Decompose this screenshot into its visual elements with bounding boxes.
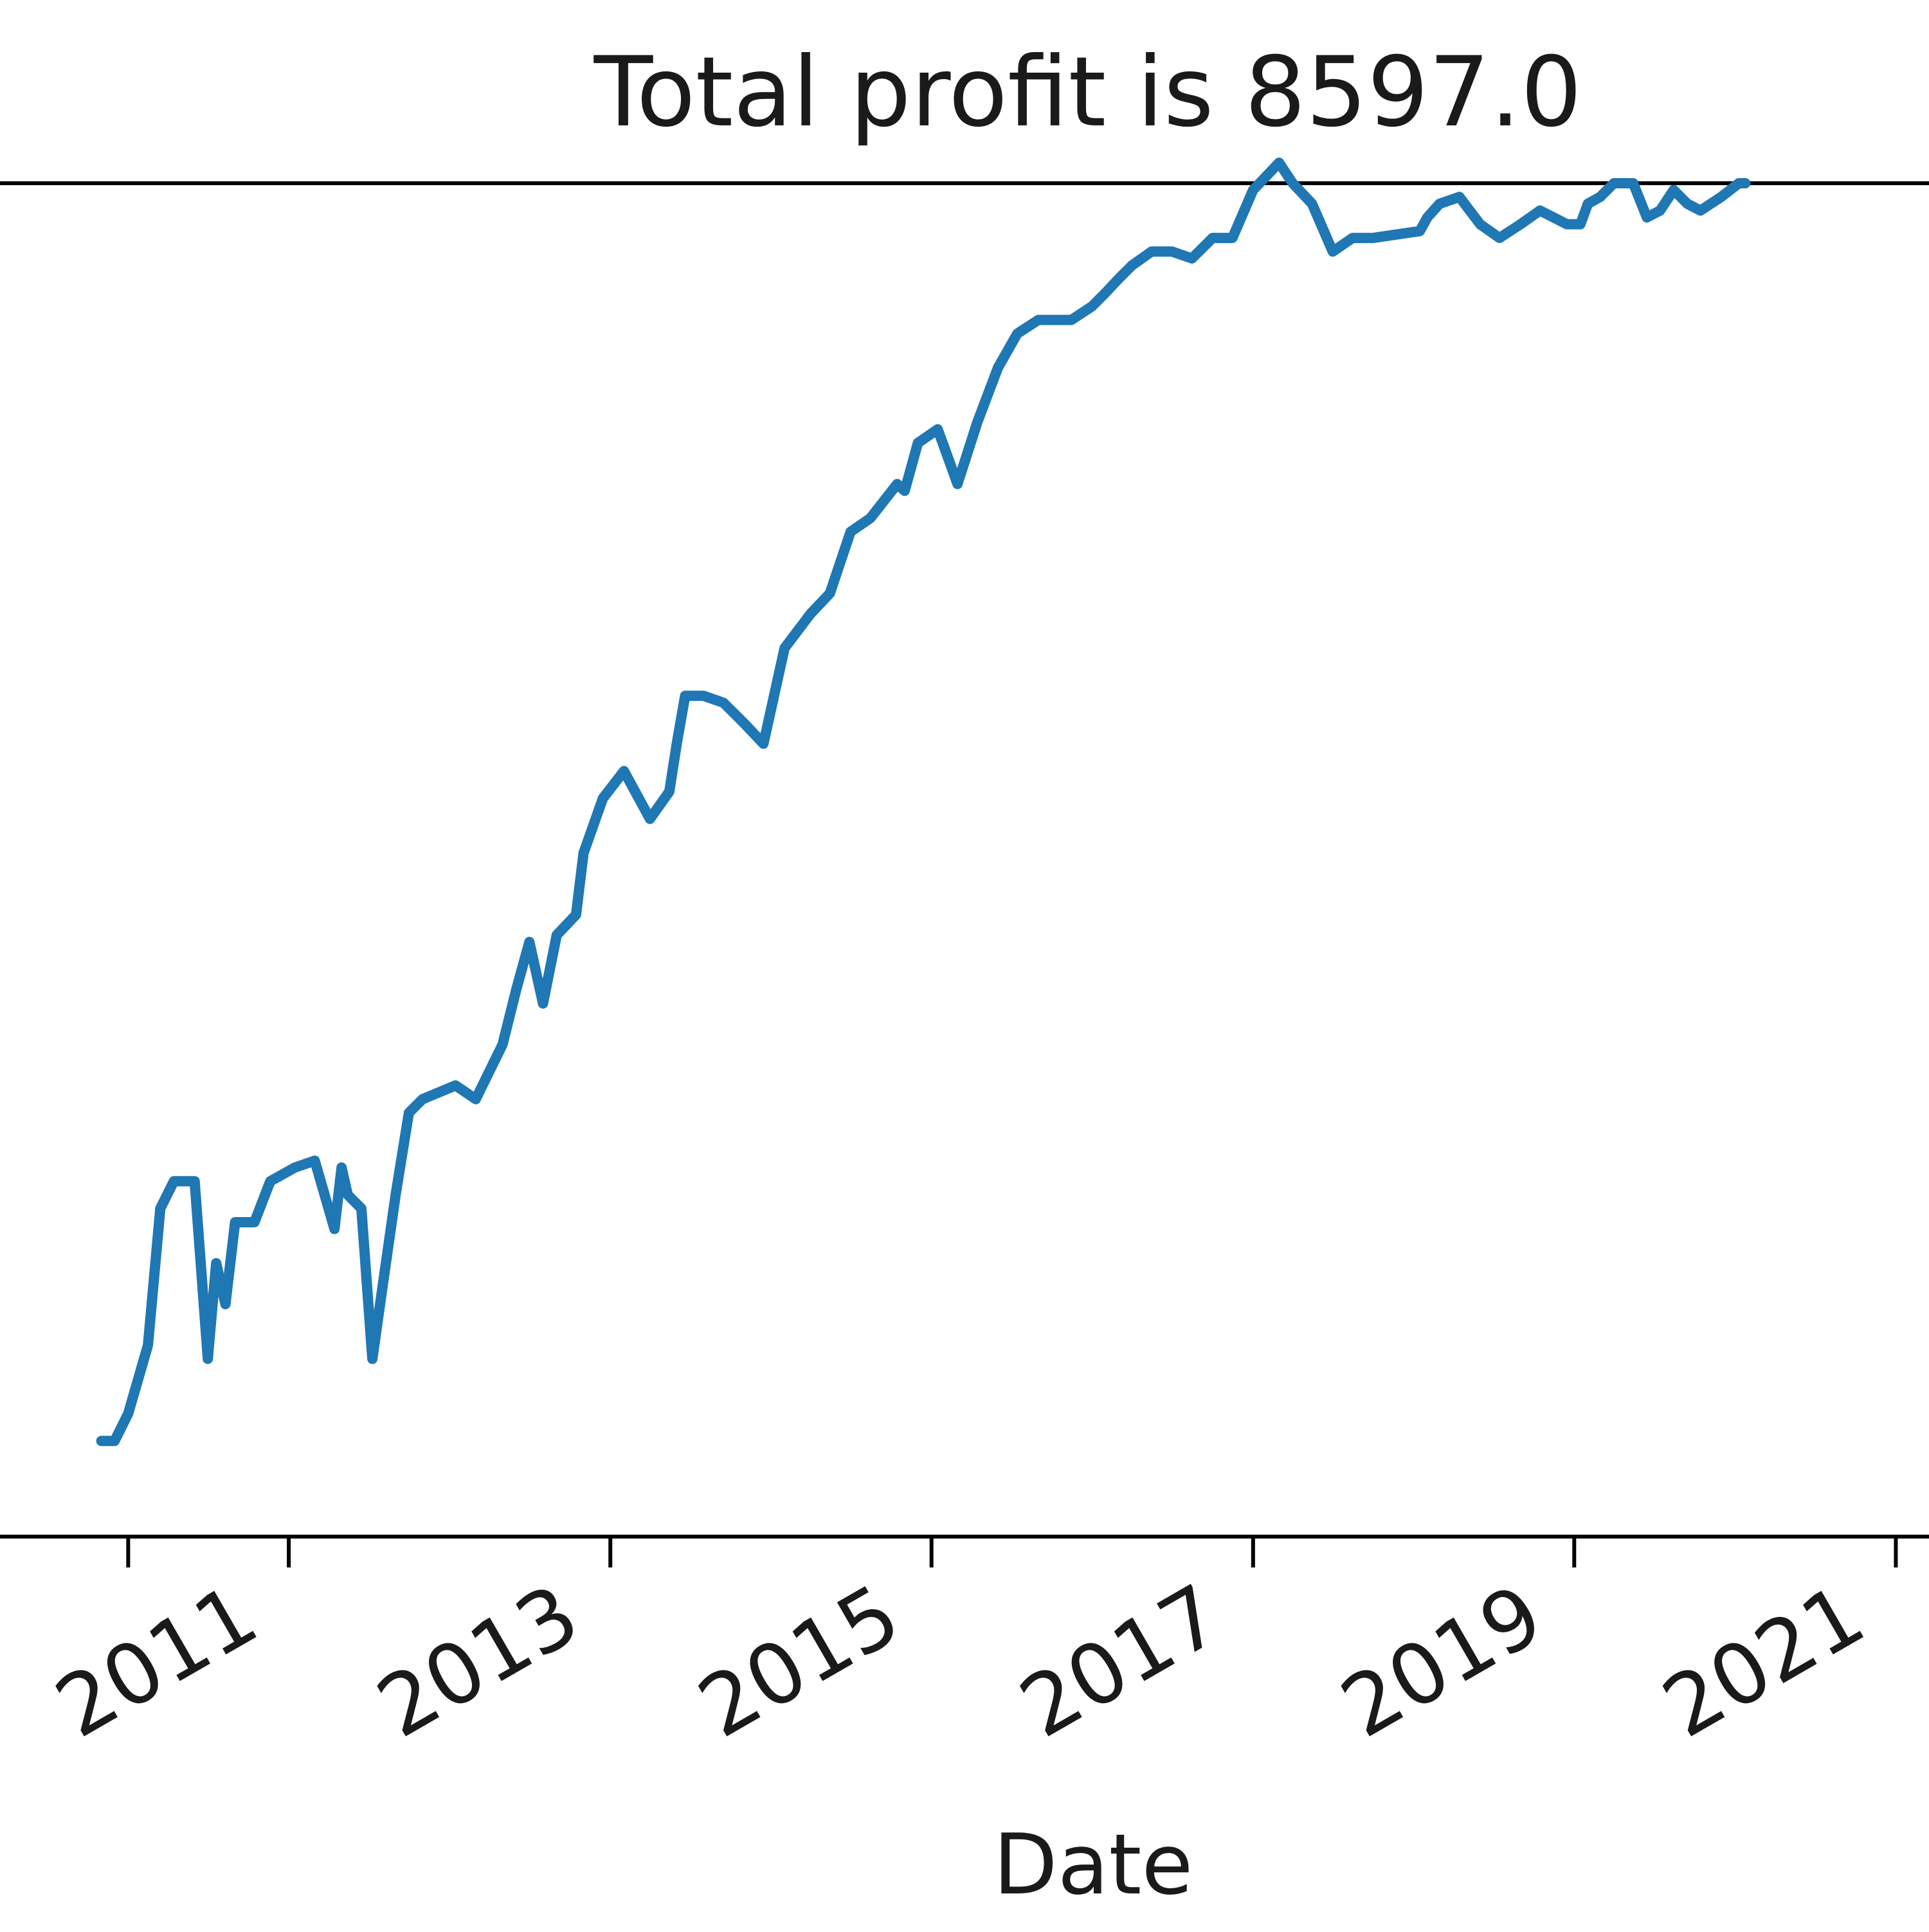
x-tick-label-2019: 2019 — [1325, 1566, 1559, 1756]
x-tick-label-2013: 2013 — [361, 1566, 595, 1756]
series-line-0 — [96, 158, 1751, 1447]
chart-title: Total profit is 8597.0 — [593, 37, 1582, 149]
x-tick-label-2015: 2015 — [683, 1566, 916, 1756]
x-tick-label-2017: 2017 — [1004, 1566, 1238, 1756]
x-axis-label: Date — [993, 1816, 1193, 1913]
plot-area — [0, 158, 1929, 1539]
x-tick-label-2021: 2021 — [1647, 1566, 1880, 1756]
x-tick-label-2011: 2011 — [40, 1566, 273, 1756]
x-axis: 2011 2013 2015 2017 2019 2021 — [40, 1537, 1898, 1756]
